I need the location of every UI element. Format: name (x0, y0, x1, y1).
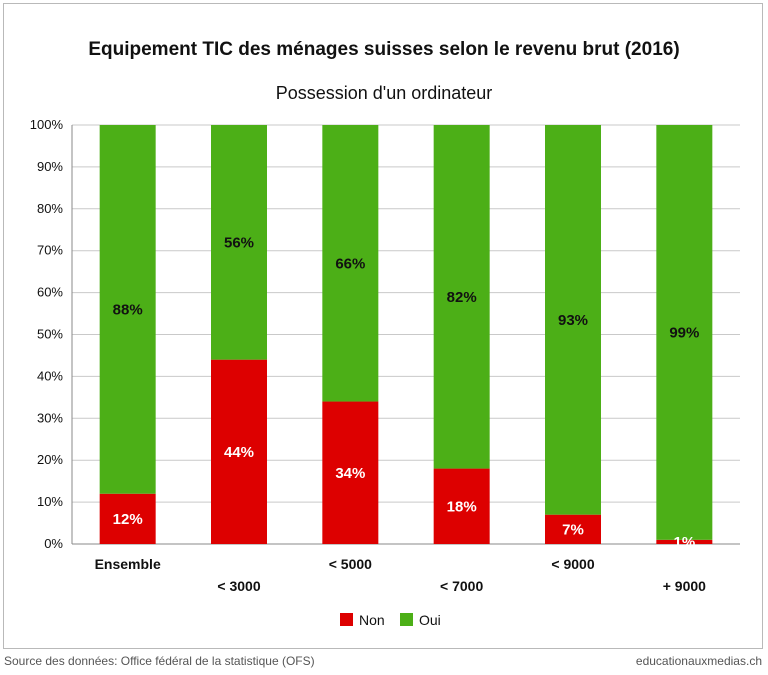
bar-non (99, 493, 156, 544)
bar-non (545, 514, 601, 544)
y-tick-label: 20% (37, 452, 63, 467)
bars (99, 125, 713, 544)
y-tick-label: 40% (37, 368, 63, 383)
site-credit: educationauxmedias.ch (635, 654, 762, 668)
y-tick-label: 10% (37, 494, 63, 509)
x-category-label: < 9000 (551, 556, 594, 572)
data-label-non: 1% (673, 534, 695, 551)
data-label-oui: 66% (335, 255, 365, 272)
data-label-non: 44% (224, 444, 254, 461)
bar-non (211, 359, 267, 544)
bar-non (656, 539, 713, 544)
legend-swatch (400, 613, 413, 626)
y-tick-label: 30% (37, 410, 63, 425)
x-category-label: Ensemble (95, 556, 161, 572)
bar-oui (433, 125, 490, 469)
data-label-non: 18% (447, 498, 477, 515)
chart-title: Equipement TIC des ménages suisses selon… (88, 39, 679, 60)
data-labels: 12% 88% 44% 56% 34% 66% 18% 82% 7% 93% 1% 99% (113, 234, 700, 551)
y-tick-label: 80% (37, 201, 63, 216)
y-tick-label: 0% (44, 536, 63, 551)
data-label-non: 7% (562, 521, 584, 538)
legend: Non Oui (340, 612, 441, 628)
grid (71, 124, 740, 545)
x-category-label: + 9000 (663, 578, 706, 594)
bar-non (433, 468, 490, 544)
data-label-non: 12% (113, 511, 143, 528)
data-label-oui: 82% (447, 289, 477, 306)
source-note: Source des données: Office fédéral de la… (4, 654, 315, 668)
x-axis: Ensemble < 3000 < 5000 < 7000 < 9000 + 9000 (95, 556, 707, 594)
legend-swatch (340, 613, 353, 626)
data-label-oui: 88% (113, 301, 143, 318)
y-tick-label: 100% (30, 117, 64, 132)
data-label-non: 34% (335, 465, 365, 482)
legend-label: Non (359, 612, 385, 628)
y-tick-label: 90% (37, 159, 63, 174)
x-category-label: < 5000 (329, 556, 372, 572)
bar-non (322, 401, 379, 544)
x-category-label: < 7000 (440, 578, 483, 594)
data-label-oui: 99% (669, 324, 699, 341)
bar-oui (211, 125, 267, 360)
chart-subtitle: Possession d'un ordinateur (276, 83, 493, 103)
chart-svg: Equipement TIC des ménages suisses selon… (30, 39, 740, 628)
x-category-label: < 3000 (217, 578, 260, 594)
bar-oui (656, 125, 713, 540)
data-label-oui: 56% (224, 234, 254, 251)
bar-oui (322, 125, 379, 402)
y-tick-label: 70% (37, 243, 63, 258)
bar-oui (545, 125, 601, 515)
bar-oui (99, 125, 156, 494)
y-axis: 0% 10% 20% 30% 40% 50% 60% 70% 80% 90% 100% (30, 117, 64, 551)
y-tick-label: 60% (37, 285, 63, 300)
y-tick-label: 50% (37, 327, 63, 342)
data-label-oui: 93% (558, 312, 588, 329)
legend-label: Oui (419, 612, 441, 628)
